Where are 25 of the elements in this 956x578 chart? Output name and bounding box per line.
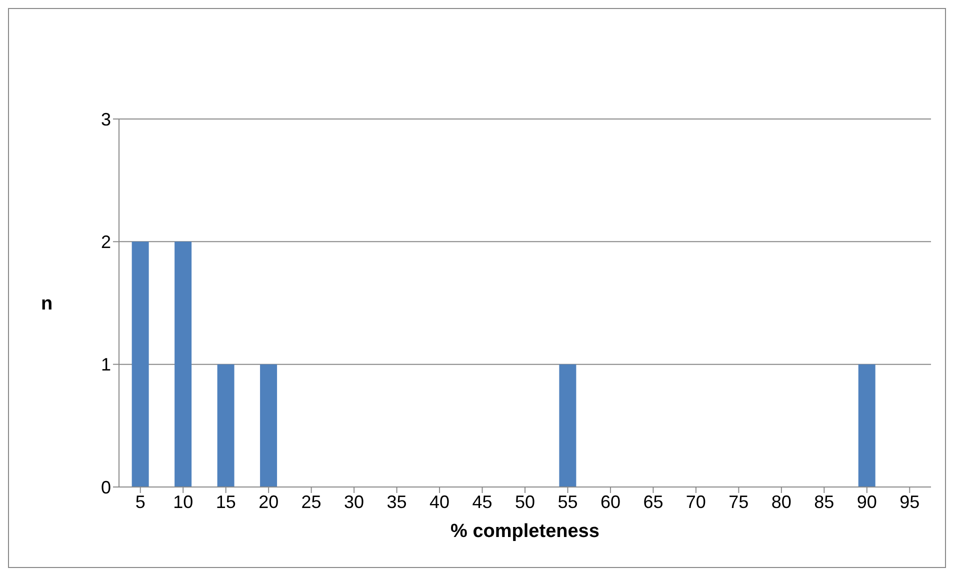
x-tick-label: 50	[514, 492, 536, 512]
x-tick-label: 65	[643, 492, 664, 512]
x-tick-label: 95	[900, 492, 920, 512]
x-tick-label: 10	[173, 492, 194, 512]
x-tick-label: 85	[814, 492, 834, 512]
x-tick-label: 5	[135, 492, 146, 512]
x-tick-label: 25	[301, 492, 322, 512]
x-axis-title: % completeness	[450, 521, 600, 542]
x-tick-label: 90	[856, 492, 877, 512]
x-tick-label: 80	[771, 492, 792, 512]
x-tick-label: 35	[386, 492, 407, 512]
y-axis-title: n	[41, 294, 53, 315]
y-tick-label: 1	[100, 354, 111, 375]
x-tick-label: 30	[344, 492, 364, 512]
x-tick-label: 60	[600, 492, 620, 512]
y-tick-label: 3	[100, 109, 111, 130]
x-tick-label: 15	[216, 492, 236, 512]
x-tick-label: 75	[728, 492, 749, 512]
x-tick-label: 20	[258, 492, 279, 512]
x-tick-label: 45	[472, 492, 492, 512]
x-tick-label: 70	[686, 492, 706, 512]
y-tick-label: 2	[100, 232, 111, 252]
x-tick-label: 55	[558, 492, 578, 512]
y-tick-label: 0	[100, 477, 111, 498]
x-tick-label: 40	[430, 492, 450, 512]
